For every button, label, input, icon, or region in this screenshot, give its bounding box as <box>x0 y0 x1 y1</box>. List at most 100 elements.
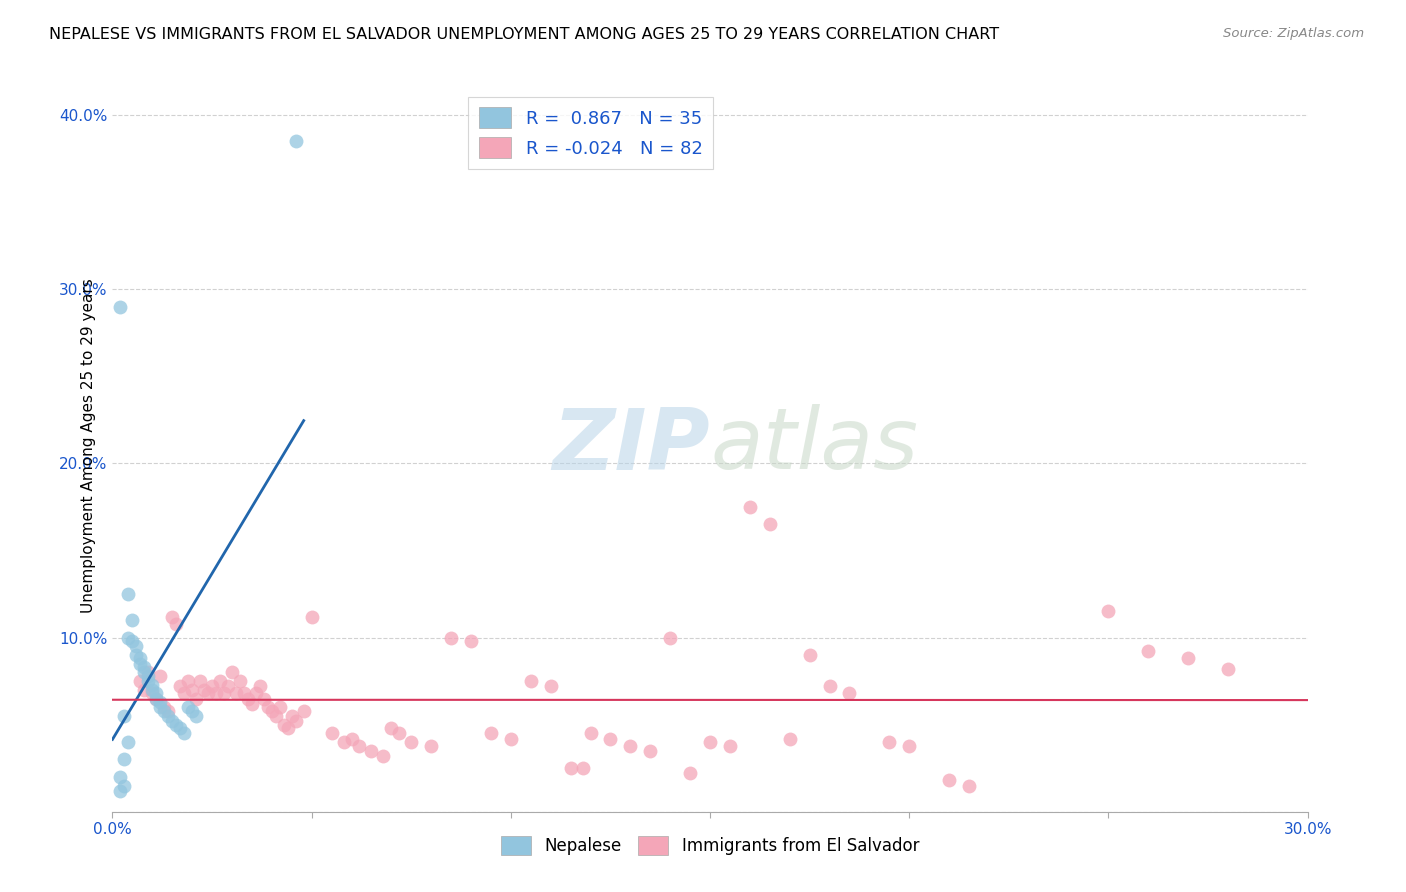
Point <box>138 674 160 689</box>
Point <box>1216 662 1239 676</box>
Point <box>264 709 287 723</box>
Point <box>129 657 152 671</box>
Point <box>209 674 232 689</box>
Point <box>718 739 741 753</box>
Point <box>898 739 921 753</box>
Point <box>134 665 156 680</box>
Point <box>240 697 263 711</box>
Point <box>153 700 176 714</box>
Point <box>205 686 228 700</box>
Point <box>157 709 180 723</box>
Point <box>401 735 423 749</box>
Point <box>1177 651 1199 665</box>
Point <box>257 700 280 714</box>
Point <box>249 679 271 693</box>
Point <box>169 721 191 735</box>
Point <box>269 700 291 714</box>
Point <box>114 779 135 793</box>
Point <box>138 665 160 680</box>
Point <box>699 735 721 749</box>
Point <box>117 587 139 601</box>
Point <box>177 674 200 689</box>
Point <box>340 731 363 746</box>
Point <box>388 726 411 740</box>
Point <box>380 721 402 735</box>
Point <box>284 134 307 148</box>
Point <box>779 731 801 746</box>
Point <box>273 717 295 731</box>
Point <box>1137 644 1160 658</box>
Point <box>599 731 621 746</box>
Point <box>520 674 543 689</box>
Point <box>229 674 252 689</box>
Point <box>479 726 502 740</box>
Point <box>181 682 204 697</box>
Point <box>233 686 256 700</box>
Point <box>114 709 135 723</box>
Point <box>153 704 176 718</box>
Point <box>253 691 276 706</box>
Text: Source: ZipAtlas.com: Source: ZipAtlas.com <box>1223 27 1364 40</box>
Point <box>121 634 143 648</box>
Point <box>759 517 782 532</box>
Point <box>193 682 215 697</box>
Point <box>138 669 160 683</box>
Point <box>579 726 602 740</box>
Y-axis label: Unemployment Among Ages 25 to 29 years: Unemployment Among Ages 25 to 29 years <box>80 278 96 614</box>
Point <box>117 735 139 749</box>
Point <box>938 773 960 788</box>
Point <box>284 714 307 728</box>
Point <box>221 665 243 680</box>
Point <box>260 704 283 718</box>
Point <box>110 784 132 798</box>
Point <box>225 686 247 700</box>
Point <box>679 766 702 780</box>
Point <box>149 669 172 683</box>
Point <box>499 731 522 746</box>
Point <box>129 674 152 689</box>
Point <box>197 686 219 700</box>
Text: atlas: atlas <box>710 404 918 488</box>
Point <box>173 686 195 700</box>
Point <box>360 744 382 758</box>
Text: ZIP: ZIP <box>553 404 710 488</box>
Point <box>181 704 204 718</box>
Point <box>141 682 163 697</box>
Point <box>640 744 662 758</box>
Point <box>957 779 980 793</box>
Point <box>114 752 135 766</box>
Point <box>212 686 235 700</box>
Point <box>145 691 167 706</box>
Point <box>349 739 371 753</box>
Point <box>162 609 183 624</box>
Point <box>277 721 299 735</box>
Point <box>301 609 323 624</box>
Point <box>141 686 163 700</box>
Text: NEPALESE VS IMMIGRANTS FROM EL SALVADOR UNEMPLOYMENT AMONG AGES 25 TO 29 YEARS C: NEPALESE VS IMMIGRANTS FROM EL SALVADOR … <box>49 27 1000 42</box>
Point <box>420 739 443 753</box>
Point <box>799 648 821 662</box>
Point <box>141 677 163 691</box>
Point <box>169 679 191 693</box>
Point <box>177 700 200 714</box>
Point <box>110 770 132 784</box>
Point <box>173 726 195 740</box>
Point <box>321 726 343 740</box>
Point <box>738 500 761 514</box>
Point <box>245 686 267 700</box>
Point <box>292 704 315 718</box>
Point <box>134 660 156 674</box>
Point <box>134 682 156 697</box>
Point <box>560 761 582 775</box>
Point <box>129 651 152 665</box>
Point <box>1097 604 1119 618</box>
Point <box>165 616 187 631</box>
Point <box>659 631 682 645</box>
Point <box>838 686 860 700</box>
Point <box>217 679 239 693</box>
Point <box>145 691 167 706</box>
Point <box>818 679 841 693</box>
Point <box>157 704 180 718</box>
Point <box>117 631 139 645</box>
Legend: Nepalese, Immigrants from El Salvador: Nepalese, Immigrants from El Salvador <box>495 830 925 862</box>
